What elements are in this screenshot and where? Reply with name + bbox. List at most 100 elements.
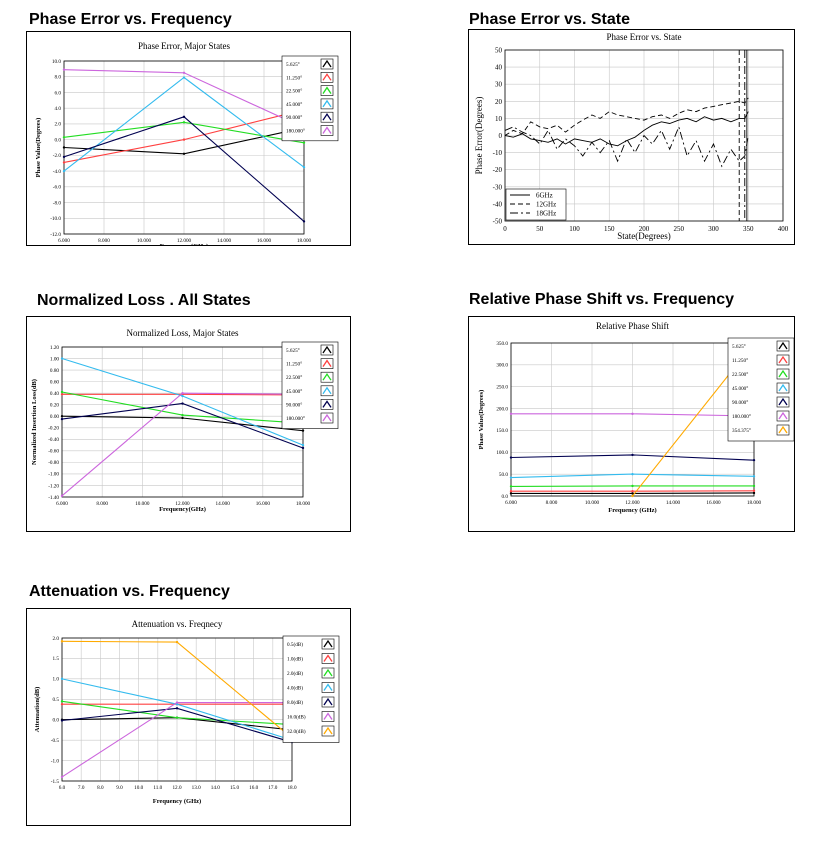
legend-swatch-icon bbox=[778, 397, 788, 406]
legend-label: 11.250° bbox=[286, 74, 302, 81]
data-point bbox=[752, 489, 756, 492]
chart-title: Relative Phase Shift bbox=[596, 321, 669, 331]
y-tick-label: -1.5 bbox=[51, 779, 60, 785]
y-tick-label: -8.0 bbox=[53, 200, 62, 206]
data-point bbox=[302, 141, 306, 144]
legend-swatch-icon bbox=[322, 413, 332, 422]
data-point bbox=[60, 677, 64, 681]
data-point bbox=[181, 391, 184, 395]
data-point bbox=[509, 489, 513, 493]
legend-label: 6GHz bbox=[536, 192, 553, 200]
y-tick-label: -0.40 bbox=[48, 437, 59, 443]
x-tick-label: 6.000 bbox=[505, 500, 517, 506]
legend-swatch-icon bbox=[322, 73, 332, 81]
data-point bbox=[175, 707, 179, 710]
y-tick-label: -1.40 bbox=[48, 495, 59, 501]
legend-label: 12GHz bbox=[536, 201, 556, 209]
x-axis-label: Frequency (GHz) bbox=[608, 507, 656, 514]
x-tick-label: 16.0 bbox=[249, 785, 258, 791]
x-tick-label: 9.0 bbox=[116, 785, 123, 791]
legend-swatch-box bbox=[320, 125, 334, 136]
data-point bbox=[62, 169, 66, 173]
legend-label: 45.000° bbox=[286, 388, 302, 395]
data-point bbox=[60, 640, 64, 643]
y-tick-label: 0.0 bbox=[55, 137, 62, 143]
legend-label: 11.250° bbox=[732, 357, 748, 364]
y-axis-label: Phase Value(Degrees) bbox=[478, 390, 485, 450]
y-tick-label: 0.5 bbox=[53, 697, 60, 703]
legend-swatch-icon bbox=[323, 697, 333, 706]
x-axis-label: State(Degrees) bbox=[617, 231, 670, 241]
legend-swatch-icon bbox=[322, 99, 332, 108]
y-tick-label: -2.0 bbox=[53, 153, 62, 159]
x-tick-label: 10.000 bbox=[137, 238, 152, 244]
legend-swatch-box bbox=[320, 344, 334, 356]
x-tick-label: 17.0 bbox=[268, 785, 277, 791]
y-tick-label: 50.0 bbox=[499, 472, 508, 478]
y-axis-label: Normalized Insertion Loss(dB) bbox=[31, 379, 38, 465]
data-point bbox=[301, 429, 305, 432]
x-tick-label: 11.0 bbox=[153, 785, 162, 791]
y-tick-label: 2.0 bbox=[53, 636, 60, 642]
x-tick-label: 150 bbox=[604, 225, 615, 233]
y-tick-label: 20 bbox=[495, 98, 503, 106]
legend-swatch-box bbox=[320, 385, 334, 397]
section-title-phase-error-state: Phase Error vs. State bbox=[469, 11, 630, 28]
y-tick-label: -4.0 bbox=[53, 169, 62, 175]
y-tick-label: 6.0 bbox=[55, 90, 62, 96]
legend-swatch-icon bbox=[323, 726, 333, 735]
data-point bbox=[175, 716, 179, 719]
data-point bbox=[62, 155, 66, 159]
legend-label: 4.0(dB) bbox=[287, 685, 303, 692]
y-tick-label: 1.20 bbox=[50, 345, 59, 351]
x-tick-label: 18.000 bbox=[747, 500, 762, 506]
legend-swatch-icon bbox=[322, 359, 332, 367]
y-tick-label: -1.20 bbox=[48, 483, 59, 489]
y-tick-label: 250.0 bbox=[496, 385, 508, 391]
x-tick-label: 12.0 bbox=[172, 785, 181, 791]
y-tick-label: -6.0 bbox=[53, 185, 62, 191]
x-tick-label: 8.000 bbox=[98, 238, 110, 244]
data-point bbox=[509, 492, 513, 495]
x-tick-label: 6.000 bbox=[56, 501, 68, 507]
data-point bbox=[182, 121, 186, 124]
legend-swatch-icon bbox=[322, 400, 332, 408]
x-tick-label: 6.000 bbox=[58, 238, 70, 244]
data-point bbox=[301, 443, 305, 447]
y-tick-label: 0 bbox=[499, 132, 503, 140]
y-tick-label: -0.5 bbox=[51, 738, 60, 744]
legend-swatch-box bbox=[776, 340, 790, 352]
section-title-attenuation: Attenuation vs. Frequency bbox=[29, 583, 230, 600]
y-tick-label: 0.0 bbox=[53, 718, 60, 724]
data-point bbox=[509, 485, 513, 488]
y-tick-label: -50 bbox=[493, 217, 503, 225]
legend-label: 1.0(dB) bbox=[287, 656, 303, 663]
section-title-phase-error-frequency: Phase Error vs. Frequency bbox=[29, 11, 232, 28]
y-tick-label: -1.0 bbox=[51, 758, 60, 764]
data-point bbox=[181, 416, 184, 420]
legend-label: 5.625° bbox=[286, 61, 300, 68]
legend-swatch-box bbox=[321, 667, 335, 679]
chart-title: Phase Error, Major States bbox=[138, 41, 231, 51]
data-point bbox=[62, 68, 66, 71]
data-point bbox=[631, 489, 634, 493]
y-tick-label: -0.80 bbox=[48, 460, 59, 466]
data-point bbox=[60, 775, 64, 779]
y-tick-label: -12.0 bbox=[50, 232, 61, 238]
data-point bbox=[60, 700, 64, 703]
data-point bbox=[60, 415, 64, 418]
legend-swatch-box bbox=[320, 85, 334, 96]
x-tick-label: 10.000 bbox=[135, 501, 150, 507]
legend-label: 22.500° bbox=[286, 88, 302, 95]
x-tick-label: 8.000 bbox=[546, 500, 558, 506]
data-point bbox=[182, 115, 186, 119]
x-tick-label: 100 bbox=[569, 225, 580, 233]
data-point bbox=[181, 394, 184, 398]
data-point bbox=[509, 456, 513, 459]
legend-swatch-box bbox=[320, 111, 334, 123]
data-point bbox=[509, 476, 513, 479]
data-point bbox=[752, 484, 756, 488]
data-point bbox=[60, 390, 64, 394]
data-point bbox=[301, 446, 305, 450]
legend-swatch-box bbox=[320, 71, 334, 83]
